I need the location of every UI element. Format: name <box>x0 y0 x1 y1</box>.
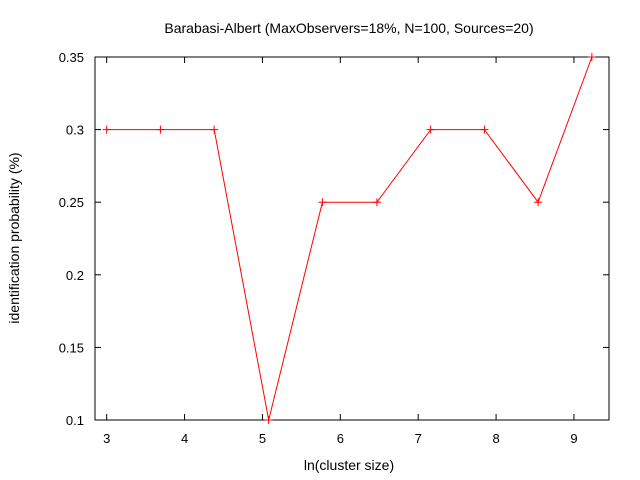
x-tick-label: 5 <box>259 431 266 446</box>
axes: 3 4 5 6 7 8 9 0.1 0.15 0.2 0.25 0.3 0.35 <box>59 50 610 446</box>
y-tick-label: 0.35 <box>59 50 84 65</box>
x-axis-label: ln(cluster size) <box>304 457 394 473</box>
y-tick-label: 0.3 <box>66 123 84 138</box>
data-point-marker <box>480 125 489 134</box>
plot-frame <box>94 56 610 421</box>
data-point-marker <box>534 198 543 207</box>
x-tick-label: 7 <box>415 431 422 446</box>
data-point-marker <box>372 198 381 207</box>
y-tick-label: 0.25 <box>59 195 84 210</box>
data-point-marker <box>210 125 219 134</box>
x-tick-label: 6 <box>337 431 344 446</box>
y-tick-label: 0.15 <box>59 340 84 355</box>
x-tick-label: 4 <box>181 431 188 446</box>
data-point-marker <box>156 125 165 134</box>
y-axis-label: identification probability (%) <box>6 152 22 323</box>
y-tick-label: 0.1 <box>66 413 84 428</box>
x-tick-label: 9 <box>570 431 577 446</box>
x-tick-label: 8 <box>492 431 499 446</box>
y-tick-label: 0.2 <box>66 268 84 283</box>
data-point-marker <box>264 416 273 424</box>
x-tick-label: 3 <box>103 431 110 446</box>
series-line <box>106 56 593 421</box>
data-point-marker <box>318 198 327 207</box>
plot-area <box>102 53 596 424</box>
data-point-marker <box>587 53 596 61</box>
data-point-marker <box>426 125 435 134</box>
data-point-marker <box>102 125 111 134</box>
chart-title: Barabasi-Albert (MaxObservers=18%, N=100… <box>164 20 533 36</box>
